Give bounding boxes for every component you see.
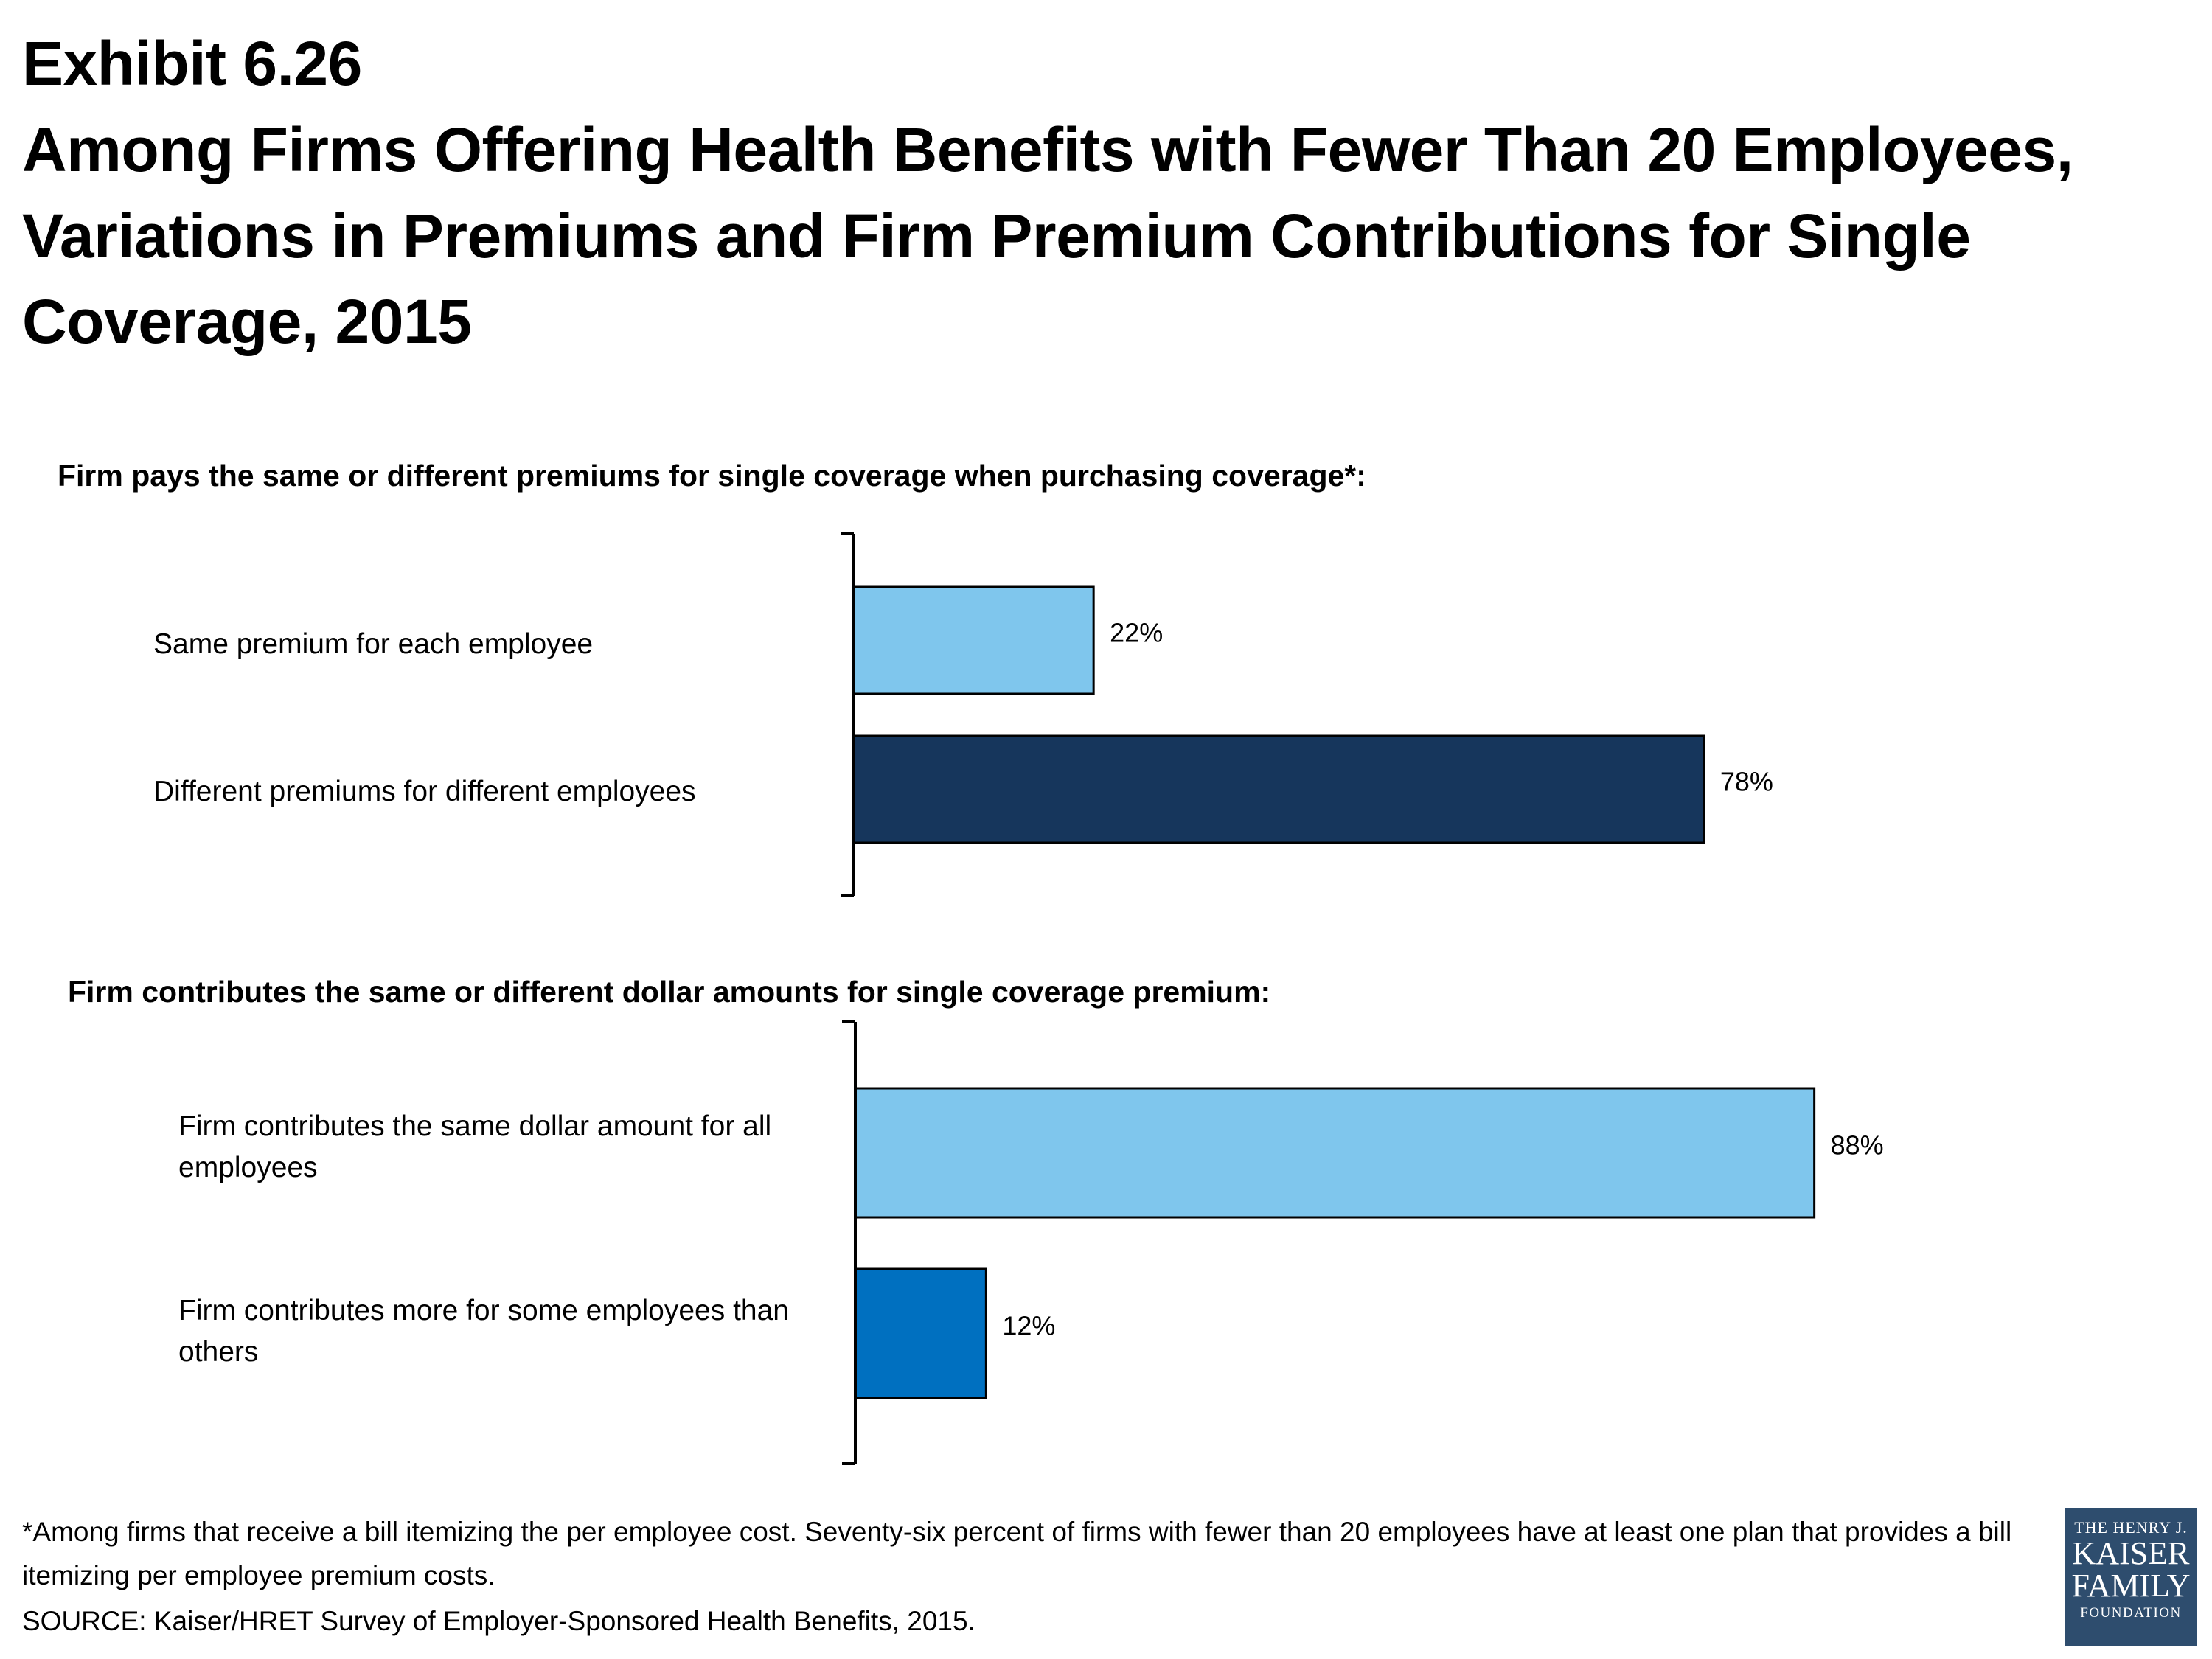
- bar: [852, 734, 1705, 844]
- panel-2-heading: Firm contributes the same or different d…: [68, 975, 1271, 1009]
- panel-2-category-label: Firm contributes more for some employees…: [178, 1295, 789, 1368]
- logo-line-3: FAMILY: [2071, 1568, 2191, 1604]
- logo-line-4: FOUNDATION: [2080, 1605, 2182, 1621]
- kff-logo: THE HENRY J. KAISER FAMILY FOUNDATION: [2065, 1508, 2197, 1646]
- data-label: 78%: [1720, 767, 1773, 797]
- chart-title: Among Firms Offering Health Benefits wit…: [22, 114, 2073, 357]
- panel-1-heading: Firm pays the same or different premiums…: [58, 459, 1366, 493]
- logo-line-2: KAISER: [2072, 1535, 2190, 1571]
- footnote: *Among firms that receive a bill itemizi…: [22, 1517, 2012, 1591]
- panel-1-category-label: Different premiums for different employe…: [153, 776, 696, 807]
- bar: [854, 1267, 987, 1399]
- logo-line-1: THE HENRY J.: [2074, 1518, 2188, 1537]
- title-block: Exhibit 6.26 Among Firms Offering Health…: [22, 21, 2190, 365]
- exhibit-number: Exhibit 6.26: [22, 29, 362, 98]
- bar: [852, 585, 1095, 695]
- source-note: SOURCE: Kaiser/HRET Survey of Employer-S…: [22, 1606, 975, 1636]
- data-label: 22%: [1110, 618, 1163, 648]
- panel-1-category-label: Same premium for each employee: [153, 628, 594, 660]
- bar: [854, 1087, 1816, 1219]
- data-label: 88%: [1831, 1130, 1884, 1161]
- panel-2-category-label: Firm contributes the same dollar amount …: [178, 1110, 772, 1183]
- data-label: 12%: [1002, 1311, 1055, 1341]
